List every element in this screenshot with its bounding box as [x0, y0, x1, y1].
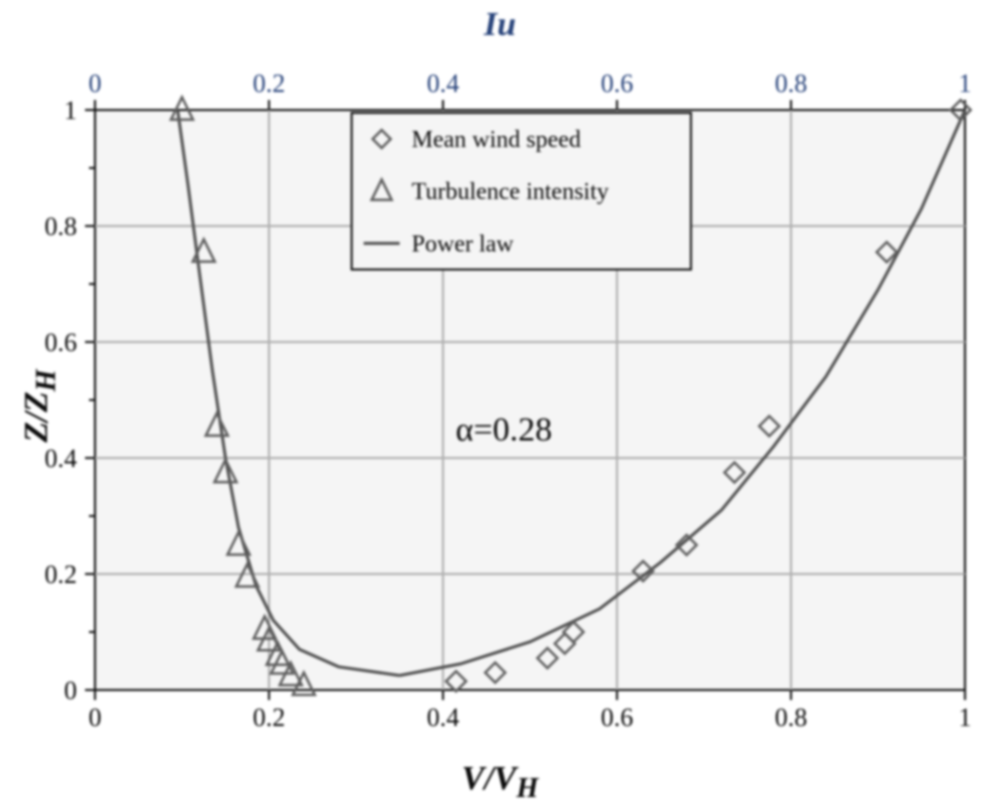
- tick-label-left: 1: [64, 96, 77, 125]
- tick-label-top: 0.8: [775, 69, 808, 98]
- top-axis-title-text: Iu: [484, 6, 516, 43]
- tick-label-top: 0.4: [427, 69, 460, 98]
- y-axis-title-sub: H: [31, 369, 62, 391]
- bottom-axis-title-sub: H: [516, 773, 538, 804]
- legend-label: Turbulence intensity: [412, 179, 609, 205]
- legend: Mean wind speed Turbulence intensity Power…: [352, 113, 691, 270]
- y-axis-title-main: Z/Z: [18, 391, 55, 442]
- legend-label: Power law: [412, 231, 515, 257]
- tick-label-top: 0.6: [601, 69, 634, 98]
- tick-label-bottom: 0.2: [253, 703, 286, 732]
- tick-label-bottom: 0.4: [427, 703, 460, 732]
- tick-label-bottom: 0.8: [775, 703, 808, 732]
- y-axis-title: Z/ZH: [18, 369, 63, 442]
- tick-label-left: 0: [64, 676, 77, 705]
- legend-label: Mean wind speed: [412, 127, 581, 153]
- tick-label-left: 0.4: [45, 444, 78, 473]
- chart-container: Iu Z/ZH 000.20.20.40.40.60.60.80.81100.2…: [0, 0, 1000, 811]
- tick-label-left: 0.6: [45, 328, 78, 357]
- tick-label-bottom: 1: [959, 703, 972, 732]
- bottom-axis-title-main: V/V: [462, 760, 517, 797]
- chart-svg: 000.20.20.40.40.60.60.80.81100.20.40.60.…: [0, 0, 1000, 811]
- tick-label-top: 0: [89, 69, 102, 98]
- alpha-annotation: α=0.28: [456, 412, 553, 449]
- tick-label-bottom: 0: [89, 703, 102, 732]
- bottom-axis-title: V/VH: [0, 760, 1000, 805]
- tick-label-bottom: 0.6: [601, 703, 634, 732]
- tick-label-top: 1: [959, 69, 972, 98]
- tick-label-left: 0.8: [45, 212, 78, 241]
- tick-label-left: 0.2: [45, 560, 78, 589]
- top-axis-title: Iu: [0, 6, 1000, 44]
- tick-label-top: 0.2: [253, 69, 286, 98]
